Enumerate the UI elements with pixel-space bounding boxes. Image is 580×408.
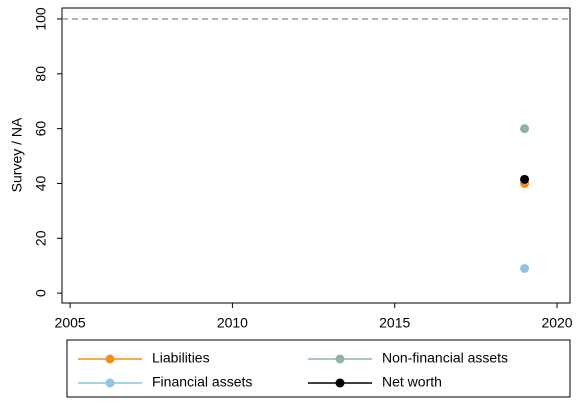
legend-marker <box>105 378 115 388</box>
x-tick-label: 2020 <box>541 315 572 331</box>
legend-label: Non-financial assets <box>382 350 508 366</box>
y-tick-label: 100 <box>33 7 49 31</box>
plot-frame <box>61 7 571 304</box>
legend-marker <box>105 354 115 364</box>
legend-marker <box>335 378 345 388</box>
legend-label: Net worth <box>382 374 442 390</box>
y-tick-label: 0 <box>33 289 49 297</box>
y-tick-label: 20 <box>33 230 49 246</box>
point <box>520 263 530 273</box>
x-tick-label: 2010 <box>217 315 248 331</box>
x-tick-label: 2005 <box>55 315 86 331</box>
legend-label: Liabilities <box>152 350 210 366</box>
y-tick-label: 60 <box>33 121 49 137</box>
y-tick-label: 40 <box>33 175 49 191</box>
legend-box <box>66 339 571 398</box>
legend-marker <box>335 354 345 364</box>
legend-label: Financial assets <box>152 374 252 390</box>
x-tick-label: 2015 <box>379 315 410 331</box>
y-tick-label: 80 <box>33 66 49 82</box>
point <box>520 124 530 134</box>
point <box>520 174 530 184</box>
y-axis-label: Survey / NA <box>9 117 25 192</box>
